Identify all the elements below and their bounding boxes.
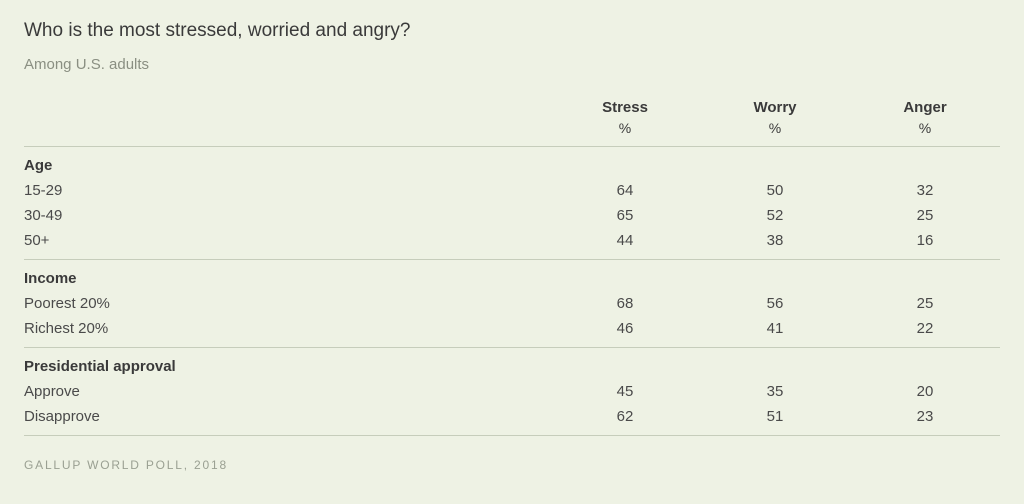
cell-value: 20 xyxy=(850,379,1000,404)
cell-value: 38 xyxy=(700,228,850,260)
unit-row: % % % xyxy=(24,118,1000,147)
table-row: 30-49 65 52 25 xyxy=(24,203,1000,228)
cell-value: 52 xyxy=(700,203,850,228)
row-label: Poorest 20% xyxy=(24,291,550,316)
cell-value: 35 xyxy=(700,379,850,404)
col-header-worry: Worry xyxy=(700,93,850,118)
cell-value: 64 xyxy=(550,178,700,203)
cell-value: 51 xyxy=(700,404,850,436)
empty-header xyxy=(24,93,550,118)
cell-value: 32 xyxy=(850,178,1000,203)
table-row: Approve 45 35 20 xyxy=(24,379,1000,404)
cell-value: 22 xyxy=(850,316,1000,348)
data-table: Stress Worry Anger % % % Age 15-29 64 50… xyxy=(24,93,1000,436)
cell-value: 62 xyxy=(550,404,700,436)
row-label: 50+ xyxy=(24,228,550,260)
cell-value: 25 xyxy=(850,203,1000,228)
cell-value: 45 xyxy=(550,379,700,404)
cell-value: 44 xyxy=(550,228,700,260)
table-row: 15-29 64 50 32 xyxy=(24,178,1000,203)
unit-anger: % xyxy=(850,118,1000,147)
col-header-anger: Anger xyxy=(850,93,1000,118)
group-header-approval: Presidential approval xyxy=(24,348,1000,380)
table-row: 50+ 44 38 16 xyxy=(24,228,1000,260)
header-row: Stress Worry Anger xyxy=(24,93,1000,118)
cell-value: 65 xyxy=(550,203,700,228)
table-row: Disapprove 62 51 23 xyxy=(24,404,1000,436)
chart-title: Who is the most stressed, worried and an… xyxy=(24,20,1000,42)
cell-value: 56 xyxy=(700,291,850,316)
chart-subtitle: Among U.S. adults xyxy=(24,56,1000,73)
group-label: Presidential approval xyxy=(24,348,1000,380)
empty-unit xyxy=(24,118,550,147)
row-label: Disapprove xyxy=(24,404,550,436)
row-label: Approve xyxy=(24,379,550,404)
table-row: Poorest 20% 68 56 25 xyxy=(24,291,1000,316)
cell-value: 68 xyxy=(550,291,700,316)
cell-value: 46 xyxy=(550,316,700,348)
cell-value: 41 xyxy=(700,316,850,348)
row-label: 30-49 xyxy=(24,203,550,228)
cell-value: 25 xyxy=(850,291,1000,316)
cell-value: 23 xyxy=(850,404,1000,436)
col-header-stress: Stress xyxy=(550,93,700,118)
group-header-age: Age xyxy=(24,147,1000,179)
chart-container: Who is the most stressed, worried and an… xyxy=(0,0,1024,492)
row-label: 15-29 xyxy=(24,178,550,203)
row-label: Richest 20% xyxy=(24,316,550,348)
group-label: Age xyxy=(24,147,1000,179)
cell-value: 50 xyxy=(700,178,850,203)
cell-value: 16 xyxy=(850,228,1000,260)
unit-worry: % xyxy=(700,118,850,147)
unit-stress: % xyxy=(550,118,700,147)
source-line: GALLUP WORLD POLL, 2018 xyxy=(24,458,1000,472)
table-row: Richest 20% 46 41 22 xyxy=(24,316,1000,348)
group-label: Income xyxy=(24,260,1000,292)
group-header-income: Income xyxy=(24,260,1000,292)
